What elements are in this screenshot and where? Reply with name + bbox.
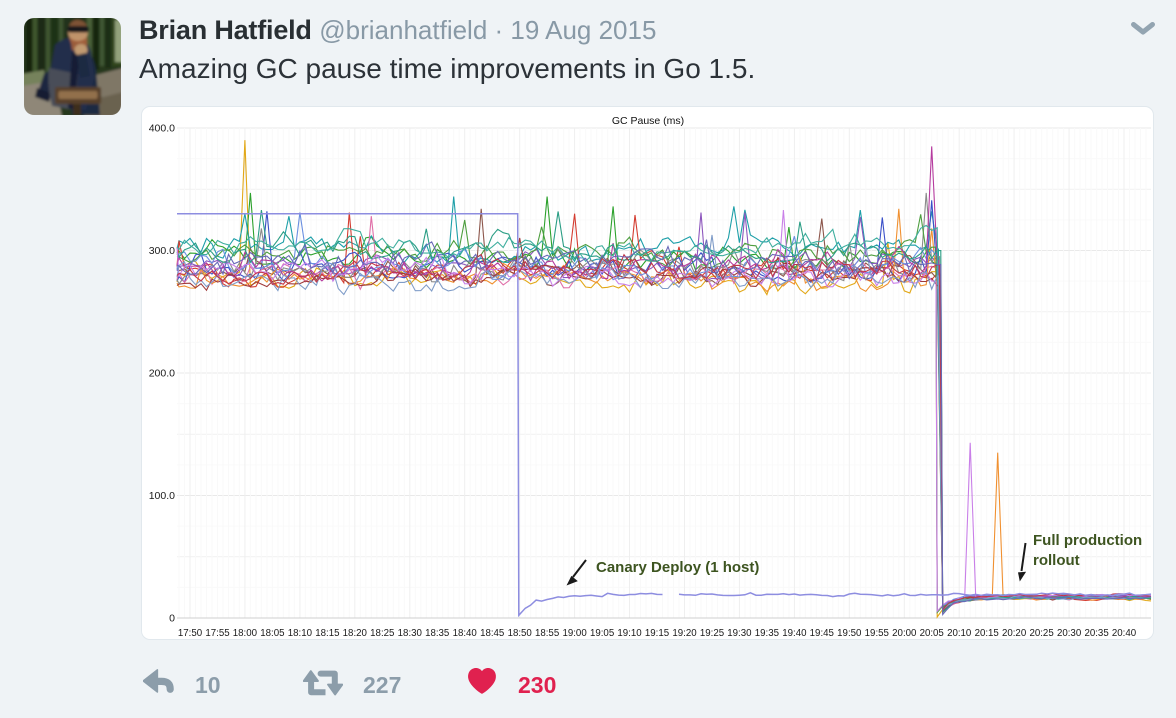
svg-text:GC Pause (ms): GC Pause (ms) [612, 115, 684, 127]
svg-text:18:30: 18:30 [398, 628, 423, 639]
svg-text:18:05: 18:05 [260, 628, 284, 639]
svg-text:18:15: 18:15 [315, 628, 339, 639]
svg-text:20:20: 20:20 [1002, 628, 1027, 639]
svg-text:200.0: 200.0 [149, 368, 175, 380]
svg-text:19:45: 19:45 [810, 628, 834, 639]
svg-text:20:10: 20:10 [947, 628, 972, 639]
svg-text:17:55: 17:55 [205, 628, 229, 639]
svg-text:300.0: 300.0 [149, 245, 175, 257]
svg-text:17:50: 17:50 [178, 628, 203, 639]
svg-text:19:00: 19:00 [562, 628, 587, 639]
svg-text:19:20: 19:20 [672, 628, 697, 639]
svg-text:18:50: 18:50 [508, 628, 533, 639]
svg-text:20:25: 20:25 [1029, 628, 1053, 639]
svg-text:18:35: 18:35 [425, 628, 449, 639]
svg-text:18:55: 18:55 [535, 628, 559, 639]
svg-text:19:35: 19:35 [755, 628, 779, 639]
svg-text:400.0: 400.0 [149, 123, 175, 135]
svg-text:19:30: 19:30 [727, 628, 752, 639]
svg-text:19:25: 19:25 [700, 628, 724, 639]
svg-text:19:40: 19:40 [782, 628, 807, 639]
svg-text:rollout: rollout [1033, 552, 1080, 569]
svg-text:18:45: 18:45 [480, 628, 504, 639]
svg-text:20:15: 20:15 [975, 628, 999, 639]
svg-text:20:30: 20:30 [1057, 628, 1082, 639]
svg-text:20:35: 20:35 [1084, 628, 1108, 639]
svg-text:19:10: 19:10 [617, 628, 642, 639]
svg-text:Full production: Full production [1033, 532, 1142, 549]
svg-text:18:00: 18:00 [233, 628, 258, 639]
svg-text:19:50: 19:50 [837, 628, 862, 639]
svg-text:18:10: 18:10 [288, 628, 313, 639]
svg-text:19:15: 19:15 [645, 628, 669, 639]
svg-text:18:25: 18:25 [370, 628, 394, 639]
svg-text:20:00: 20:00 [892, 628, 917, 639]
svg-text:19:55: 19:55 [865, 628, 889, 639]
svg-text:100.0: 100.0 [149, 490, 175, 502]
svg-text:Canary Deploy (1 host): Canary Deploy (1 host) [596, 559, 759, 576]
svg-text:19:05: 19:05 [590, 628, 614, 639]
svg-text:20:05: 20:05 [920, 628, 944, 639]
svg-text:18:40: 18:40 [453, 628, 478, 639]
svg-text:0: 0 [169, 613, 175, 625]
svg-text:18:20: 18:20 [343, 628, 368, 639]
svg-text:20:40: 20:40 [1112, 628, 1137, 639]
